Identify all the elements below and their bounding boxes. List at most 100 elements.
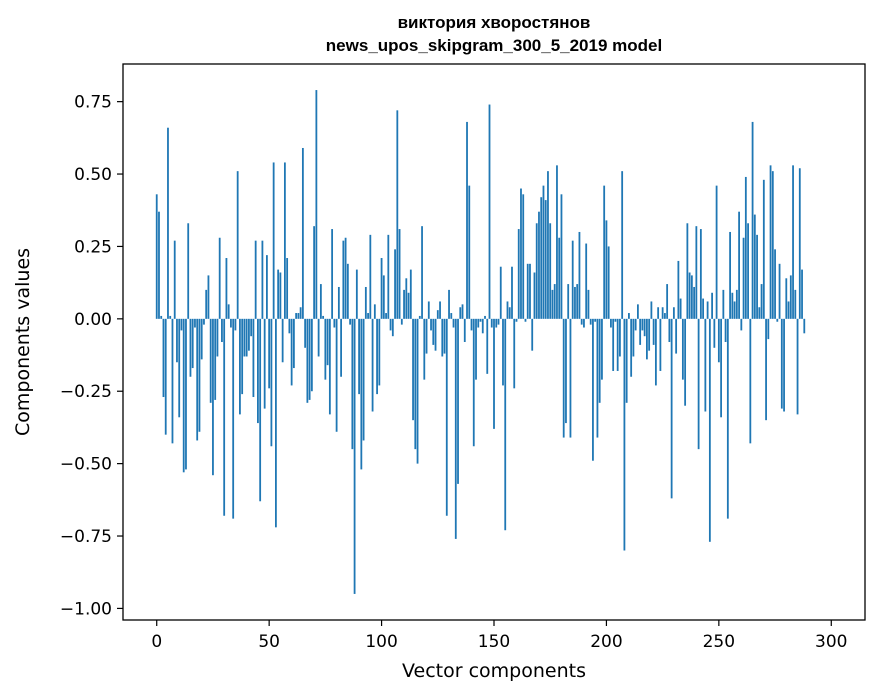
bar	[616, 318, 619, 371]
bar	[248, 318, 250, 351]
bar	[495, 318, 498, 328]
bar	[578, 231, 581, 319]
bar	[668, 318, 671, 342]
bar	[313, 226, 316, 319]
bar	[803, 318, 806, 334]
bar	[794, 289, 797, 319]
bar	[292, 318, 295, 369]
bar	[342, 240, 345, 319]
bar	[731, 292, 734, 319]
bar	[580, 318, 583, 325]
bar	[562, 318, 565, 438]
bar	[432, 318, 435, 345]
bar	[155, 194, 158, 319]
bar	[398, 229, 401, 319]
bar	[263, 318, 266, 409]
bar	[180, 318, 183, 331]
bar	[634, 318, 637, 331]
y-tick-label: 0.75	[74, 93, 112, 113]
bar	[713, 318, 716, 348]
bar	[373, 304, 376, 319]
bar	[517, 229, 520, 319]
bar	[612, 318, 615, 371]
bar	[230, 318, 232, 328]
bar	[250, 318, 253, 337]
bar	[382, 275, 385, 319]
bar	[310, 318, 313, 392]
bar	[466, 121, 468, 319]
bar	[690, 275, 693, 319]
bar	[185, 318, 187, 470]
bar	[158, 211, 160, 319]
bar	[427, 301, 430, 319]
bar	[598, 318, 601, 403]
bar	[257, 318, 259, 424]
bar	[511, 266, 513, 319]
bar	[801, 269, 803, 319]
bar	[266, 255, 268, 319]
bar	[189, 318, 192, 377]
bar	[418, 315, 421, 319]
bar	[268, 318, 271, 389]
bar	[666, 284, 669, 319]
bar	[681, 318, 684, 380]
bar	[405, 278, 408, 319]
bar	[434, 318, 437, 351]
bar	[769, 165, 772, 319]
bar	[547, 171, 549, 319]
bar	[621, 171, 624, 319]
bar	[740, 318, 743, 331]
bar	[355, 269, 358, 319]
bar	[484, 315, 486, 319]
bar	[717, 318, 720, 363]
bar	[227, 304, 230, 319]
bar	[436, 310, 439, 319]
bar	[353, 318, 356, 594]
bar	[376, 318, 378, 395]
bar	[301, 147, 304, 319]
bar	[254, 240, 257, 319]
bar	[787, 301, 790, 319]
bar	[214, 318, 217, 400]
bar	[236, 171, 239, 319]
bar	[335, 318, 338, 432]
bar	[468, 185, 471, 319]
bar	[416, 318, 419, 464]
chart-title: виктория хворостянов	[398, 13, 591, 32]
bar	[176, 318, 178, 363]
x-tick-label: 250	[703, 632, 735, 652]
bar	[535, 223, 538, 319]
bar	[499, 266, 502, 319]
bar	[331, 229, 334, 319]
bar	[607, 246, 610, 319]
bar	[603, 185, 606, 319]
bar	[785, 278, 788, 319]
bar	[508, 307, 511, 319]
bar	[306, 318, 309, 403]
bar	[443, 318, 446, 354]
bar	[317, 318, 320, 357]
bar	[765, 318, 767, 421]
bar	[672, 307, 675, 319]
bar	[207, 275, 210, 319]
bar	[724, 318, 727, 342]
bar	[479, 318, 482, 322]
bar	[556, 165, 558, 319]
bar	[540, 197, 543, 319]
bar	[439, 301, 441, 319]
bar	[430, 318, 432, 331]
bar	[497, 318, 500, 325]
bar	[654, 318, 657, 386]
bar	[490, 318, 493, 328]
bar	[706, 301, 709, 319]
bar	[663, 313, 666, 319]
bar	[160, 315, 163, 319]
bar	[351, 318, 354, 450]
bar	[337, 286, 340, 319]
bar	[472, 318, 475, 447]
bar	[679, 298, 682, 319]
bar	[594, 318, 597, 322]
bar	[162, 318, 165, 398]
bar	[753, 214, 756, 319]
bar	[504, 318, 507, 531]
